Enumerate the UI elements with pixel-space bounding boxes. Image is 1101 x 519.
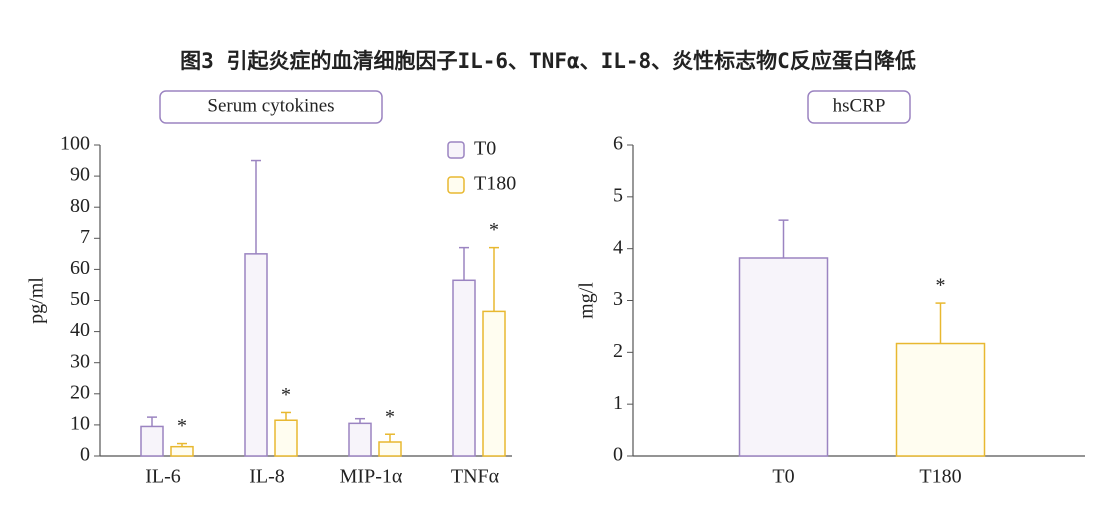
significance-mark: * bbox=[177, 415, 187, 437]
bar bbox=[274, 419, 298, 457]
panel-label: Serum cytokines bbox=[207, 95, 334, 116]
y-tick-label: 90 bbox=[70, 164, 90, 186]
y-tick-label: 0 bbox=[80, 444, 90, 466]
legend-swatch bbox=[447, 176, 465, 194]
y-tick-label: 80 bbox=[70, 195, 90, 217]
y-tick-label: 50 bbox=[70, 288, 90, 310]
bar bbox=[140, 425, 164, 457]
legend-swatch bbox=[447, 141, 465, 159]
x-tick-label: IL-6 bbox=[145, 466, 181, 488]
significance-mark: * bbox=[385, 406, 395, 428]
y-tick-label: 30 bbox=[70, 350, 90, 372]
significance-mark: * bbox=[936, 275, 946, 297]
y-tick-label: 100 bbox=[60, 133, 90, 155]
y-tick-label: 6 bbox=[613, 133, 623, 155]
bar bbox=[170, 445, 194, 457]
y-axis-label: pg/ml bbox=[26, 277, 48, 324]
bar bbox=[348, 422, 372, 457]
panel-label-box bbox=[807, 90, 911, 124]
x-tick-label: T180 bbox=[919, 466, 961, 488]
bar bbox=[378, 441, 402, 457]
y-tick-label: 2 bbox=[613, 340, 623, 362]
y-tick-label: 10 bbox=[70, 412, 90, 434]
x-tick-label: MIP-1α bbox=[340, 466, 403, 488]
bar bbox=[452, 279, 476, 457]
y-axis-label: mg/l bbox=[576, 282, 598, 319]
legend-label: T0 bbox=[474, 138, 496, 160]
legend-label: T180 bbox=[474, 173, 516, 195]
bar bbox=[482, 310, 506, 457]
significance-mark: * bbox=[281, 384, 291, 406]
panel-label-box bbox=[159, 90, 383, 124]
significance-mark: * bbox=[489, 219, 499, 241]
y-tick-label: 7 bbox=[80, 226, 90, 248]
bar bbox=[895, 342, 986, 457]
y-tick-label: 0 bbox=[613, 444, 623, 466]
x-tick-label: T0 bbox=[772, 466, 794, 488]
y-tick-label: 3 bbox=[613, 288, 623, 310]
bar bbox=[244, 253, 268, 457]
panel-label: hsCRP bbox=[833, 95, 886, 116]
y-tick-label: 1 bbox=[613, 392, 623, 414]
y-tick-label: 4 bbox=[613, 236, 623, 258]
y-tick-label: 40 bbox=[70, 319, 90, 341]
x-tick-label: TNFα bbox=[451, 466, 500, 488]
bar bbox=[738, 257, 829, 457]
x-tick-label: IL-8 bbox=[249, 466, 285, 488]
y-tick-label: 5 bbox=[613, 184, 623, 206]
y-tick-label: 60 bbox=[70, 257, 90, 279]
y-tick-label: 20 bbox=[70, 381, 90, 403]
figure-title: 图3 引起炎症的血清细胞因子IL-6、TNFα、IL-8、炎性标志物C反应蛋白降… bbox=[180, 49, 916, 73]
